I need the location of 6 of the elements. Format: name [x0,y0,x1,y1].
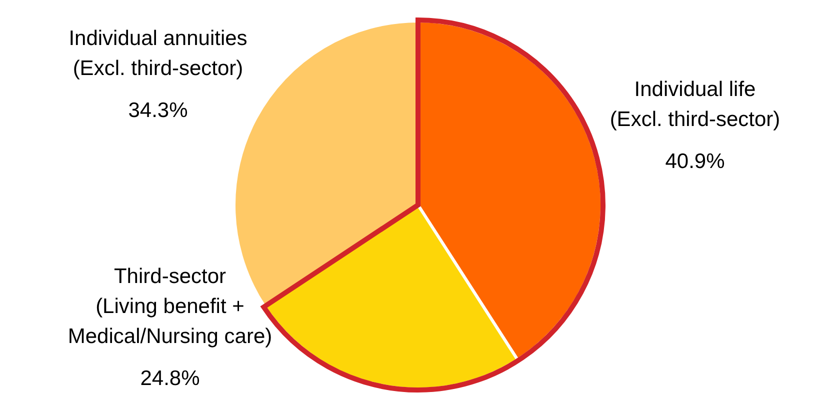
data-label: 40.9% [665,150,725,173]
slice-label: Third-sector (Living benefit + Medical/Nursing care) [68,265,272,348]
data-label: 24.8% [140,367,200,390]
data-label: 34.3% [128,99,188,122]
slice-label: Individual life (Excl. third-sector) [610,78,780,131]
slice-label: Individual annuities (Excl. third-sector) [68,27,248,80]
